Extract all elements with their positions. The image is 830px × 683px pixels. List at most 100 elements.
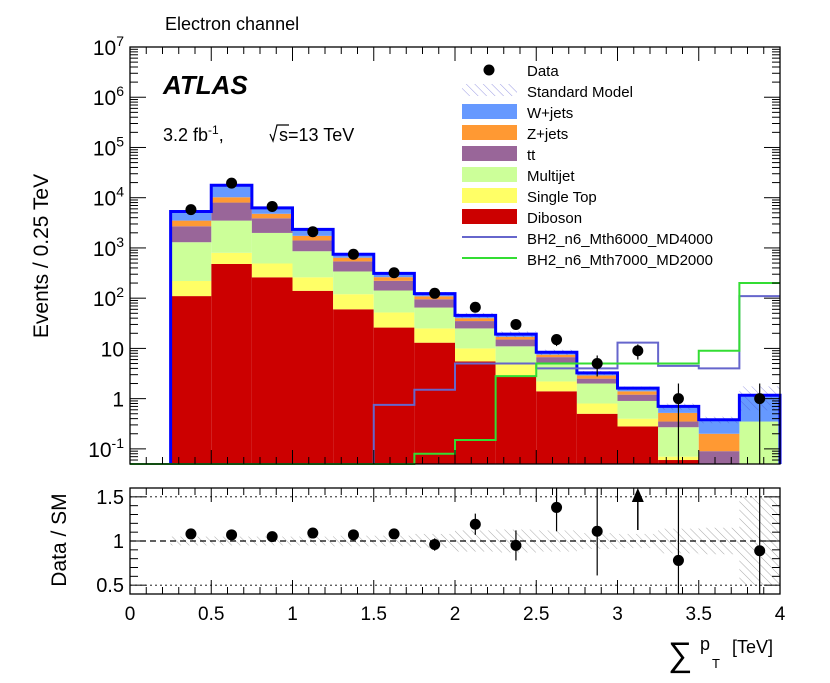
legend-swatch-icon [462, 104, 517, 119]
x-label-unit: [TeV] [732, 637, 773, 657]
y-tick-exponent: -1 [112, 435, 125, 451]
y-tick-exponent: 7 [116, 33, 124, 49]
off-scale-arrow-icon [631, 488, 644, 502]
bar-z-jets-5 [373, 277, 415, 281]
lumi-superscript: -1 [208, 123, 219, 137]
bar-tt-7 [455, 321, 496, 329]
y-tick-label: 10-1 [88, 435, 124, 462]
legend-hatch-icon [462, 84, 517, 96]
ratio-point [469, 518, 481, 530]
bar-tt-9 [536, 357, 577, 363]
x-tick-label: 1.5 [361, 604, 387, 625]
y-tick-label: 10 [101, 338, 124, 361]
legend-item-standard-model: Standard Model [462, 84, 633, 101]
sqrt-sign-icon [269, 124, 289, 143]
y-tick-base: 10 [88, 439, 111, 462]
legend-swatch-icon [462, 146, 517, 161]
legend-swatch-icon [462, 188, 517, 203]
legend-label: Z+jets [527, 126, 568, 143]
x-tick-label: 0 [125, 604, 136, 625]
bar-single-top-4 [333, 294, 374, 310]
bar-tt-13 [698, 451, 740, 464]
y-tick-exponent: 4 [116, 184, 124, 200]
bar-tt-0 [170, 226, 212, 243]
ratio-uncertainty-9 [536, 530, 577, 552]
bar-z-jets-11 [617, 391, 659, 395]
ratio-point [672, 554, 684, 566]
data-point [591, 358, 603, 370]
bar-tt-8 [495, 339, 537, 347]
bar-tt-4 [333, 261, 374, 272]
y-tick-label: 102 [93, 284, 124, 311]
ratio-point [510, 539, 522, 551]
x-tick-label: 4 [775, 604, 786, 625]
legend-swatch-icon [462, 125, 517, 140]
data-point [266, 200, 278, 212]
lumi-separator: , [219, 125, 224, 145]
bar-diboson-5 [373, 327, 415, 464]
chart-title: Electron channel [165, 14, 299, 34]
svg-text:s=13 TeV: s=13 TeV [279, 125, 354, 145]
energy-root: s [279, 125, 288, 145]
bar-multijet-7 [455, 328, 496, 349]
bar-w-jets-0 [170, 211, 212, 221]
bar-multijet-1 [211, 220, 252, 253]
y-tick-base: 10 [93, 37, 116, 60]
ratio-y-tick-label: 1.5 [96, 487, 124, 509]
bar-multijet-8 [495, 346, 537, 364]
ratio-point [266, 531, 278, 543]
y-tick-base: 10 [93, 87, 116, 110]
bar-single-top-10 [576, 403, 618, 414]
bar-single-top-3 [292, 277, 334, 291]
bar-tt-6 [414, 299, 455, 308]
bar-diboson-10 [576, 413, 618, 464]
bar-multijet-5 [373, 290, 415, 313]
legend-item-bh2-n6-mth6000-md4000: BH2_n6_Mth6000_MD4000 [462, 231, 713, 248]
ratio-point [551, 501, 563, 513]
data-point [185, 204, 197, 216]
legend-label: Standard Model [527, 84, 633, 101]
bar-z-jets-8 [495, 336, 537, 340]
data-point [429, 287, 441, 299]
y-tick-base: 10 [93, 188, 116, 211]
bar-tt-11 [617, 394, 659, 401]
bar-z-jets-9 [536, 354, 577, 358]
x-tick-label: 0.5 [198, 604, 224, 625]
y-axis-label: Events / 0.25 TeV [30, 174, 53, 338]
legend-marker-icon [483, 64, 495, 76]
ratio-y-tick-label: 0.5 [96, 575, 124, 597]
luminosity-label: 3.2 fb-1, s=13 TeV [163, 123, 354, 145]
bar-single-top-2 [251, 263, 293, 278]
bar-z-jets-0 [170, 220, 212, 227]
bar-diboson-2 [251, 277, 293, 464]
bar-tt-5 [373, 280, 415, 291]
legend-label: Single Top [527, 189, 597, 206]
ratio-point [754, 545, 766, 557]
bar-single-top-1 [211, 252, 252, 264]
bar-multijet-0 [170, 242, 212, 281]
x-axis-label: ∑ p T [TeV] [668, 634, 773, 674]
y-tick-label: 107 [93, 33, 124, 60]
ratio-point [347, 529, 359, 541]
bar-z-jets-3 [292, 235, 334, 241]
y-tick-label: 106 [93, 83, 124, 110]
y-tick-label: 104 [93, 184, 124, 211]
bar-multijet-2 [251, 232, 293, 264]
bar-tt-2 [251, 218, 293, 233]
data-point [307, 226, 319, 238]
bar-single-top-5 [373, 312, 415, 328]
bar-multijet-11 [617, 400, 659, 419]
standard-model-line [169, 183, 782, 464]
bar-diboson-0 [170, 296, 212, 464]
bar-z-jets-10 [576, 375, 618, 379]
bar-single-top-9 [536, 381, 577, 392]
data-point [632, 345, 644, 357]
y-tick-exponent: 6 [116, 83, 124, 99]
data-point [510, 318, 522, 330]
bar-tt-10 [576, 378, 618, 384]
y-tick-exponent: 2 [116, 284, 124, 300]
legend-item-tt: tt [462, 146, 536, 164]
ratio-point [591, 525, 603, 537]
legend-label: BH2_n6_Mth7000_MD2000 [527, 252, 713, 269]
